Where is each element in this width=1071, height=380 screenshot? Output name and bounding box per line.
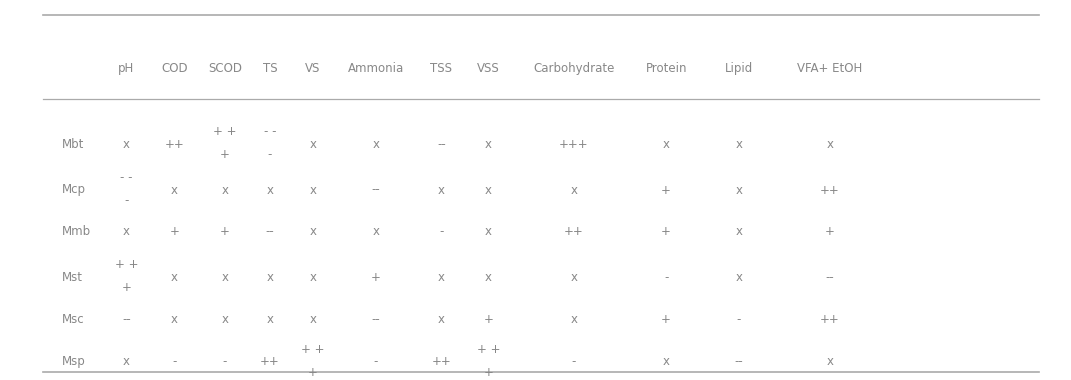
Text: TS: TS — [262, 62, 277, 75]
Text: --: -- — [372, 313, 380, 326]
Text: x: x — [267, 271, 273, 284]
Text: --: -- — [437, 138, 446, 151]
Text: x: x — [736, 138, 742, 151]
Text: +: + — [661, 313, 672, 326]
Text: x: x — [438, 313, 444, 326]
Text: x: x — [485, 271, 492, 284]
Text: x: x — [736, 184, 742, 196]
Text: Msp: Msp — [62, 355, 86, 368]
Text: -: - — [439, 225, 443, 238]
Text: +: + — [371, 271, 381, 284]
Text: --: -- — [266, 225, 274, 238]
Text: x: x — [373, 138, 379, 151]
Text: SCOD: SCOD — [208, 62, 242, 75]
Text: x: x — [438, 271, 444, 284]
Text: x: x — [827, 355, 833, 368]
Text: ++: ++ — [432, 355, 451, 368]
Text: x: x — [171, 184, 178, 196]
Text: -: - — [664, 271, 668, 284]
Text: x: x — [310, 138, 316, 151]
Text: + +: + + — [213, 125, 237, 138]
Text: +: + — [661, 225, 672, 238]
Text: TSS: TSS — [431, 62, 452, 75]
Text: -: - — [124, 194, 129, 207]
Text: x: x — [267, 313, 273, 326]
Text: x: x — [310, 271, 316, 284]
Text: VFA+ EtOH: VFA+ EtOH — [798, 62, 862, 75]
Text: Mmb: Mmb — [62, 225, 91, 238]
Text: +: + — [825, 225, 835, 238]
Text: x: x — [123, 225, 130, 238]
Text: Ammonia: Ammonia — [348, 62, 404, 75]
Text: pH: pH — [118, 62, 135, 75]
Text: x: x — [571, 184, 577, 196]
Text: x: x — [171, 313, 178, 326]
Text: x: x — [310, 184, 316, 196]
Text: VSS: VSS — [477, 62, 500, 75]
Text: - -: - - — [263, 125, 276, 138]
Text: +: + — [483, 313, 494, 326]
Text: x: x — [485, 225, 492, 238]
Text: Mst: Mst — [62, 271, 84, 284]
Text: x: x — [222, 271, 228, 284]
Text: x: x — [663, 355, 669, 368]
Text: ++: ++ — [165, 138, 184, 151]
Text: x: x — [373, 225, 379, 238]
Text: x: x — [485, 138, 492, 151]
Text: x: x — [310, 313, 316, 326]
Text: x: x — [663, 138, 669, 151]
Text: x: x — [571, 271, 577, 284]
Text: ++: ++ — [820, 184, 840, 196]
Text: +++: +++ — [559, 138, 589, 151]
Text: +: + — [121, 281, 132, 294]
Text: +: + — [220, 225, 230, 238]
Text: x: x — [123, 355, 130, 368]
Text: x: x — [222, 313, 228, 326]
Text: +: + — [169, 225, 180, 238]
Text: x: x — [123, 138, 130, 151]
Text: Mbt: Mbt — [62, 138, 85, 151]
Text: Lipid: Lipid — [725, 62, 753, 75]
Text: x: x — [310, 225, 316, 238]
Text: x: x — [222, 184, 228, 196]
Text: -: - — [572, 355, 576, 368]
Text: --: -- — [372, 184, 380, 196]
Text: + +: + + — [115, 258, 138, 271]
Text: x: x — [267, 184, 273, 196]
Text: x: x — [736, 271, 742, 284]
Text: ++: ++ — [260, 355, 280, 368]
Text: Protein: Protein — [646, 62, 687, 75]
Text: + +: + + — [477, 343, 500, 356]
Text: -: - — [223, 355, 227, 368]
Text: Msc: Msc — [62, 313, 85, 326]
Text: -: - — [268, 148, 272, 162]
Text: x: x — [827, 138, 833, 151]
Text: VS: VS — [305, 62, 320, 75]
Text: COD: COD — [162, 62, 187, 75]
Text: Mcp: Mcp — [62, 184, 86, 196]
Text: +: + — [483, 366, 494, 379]
Text: x: x — [736, 225, 742, 238]
Text: - -: - - — [120, 171, 133, 184]
Text: -: - — [737, 313, 741, 326]
Text: x: x — [438, 184, 444, 196]
Text: x: x — [485, 184, 492, 196]
Text: -: - — [374, 355, 378, 368]
Text: ++: ++ — [820, 313, 840, 326]
Text: +: + — [307, 366, 318, 379]
Text: ++: ++ — [564, 225, 584, 238]
Text: -: - — [172, 355, 177, 368]
Text: x: x — [571, 313, 577, 326]
Text: --: -- — [735, 355, 743, 368]
Text: x: x — [171, 271, 178, 284]
Text: + +: + + — [301, 343, 325, 356]
Text: +: + — [661, 184, 672, 196]
Text: --: -- — [826, 271, 834, 284]
Text: --: -- — [122, 313, 131, 326]
Text: Carbohydrate: Carbohydrate — [533, 62, 615, 75]
Text: +: + — [220, 148, 230, 162]
